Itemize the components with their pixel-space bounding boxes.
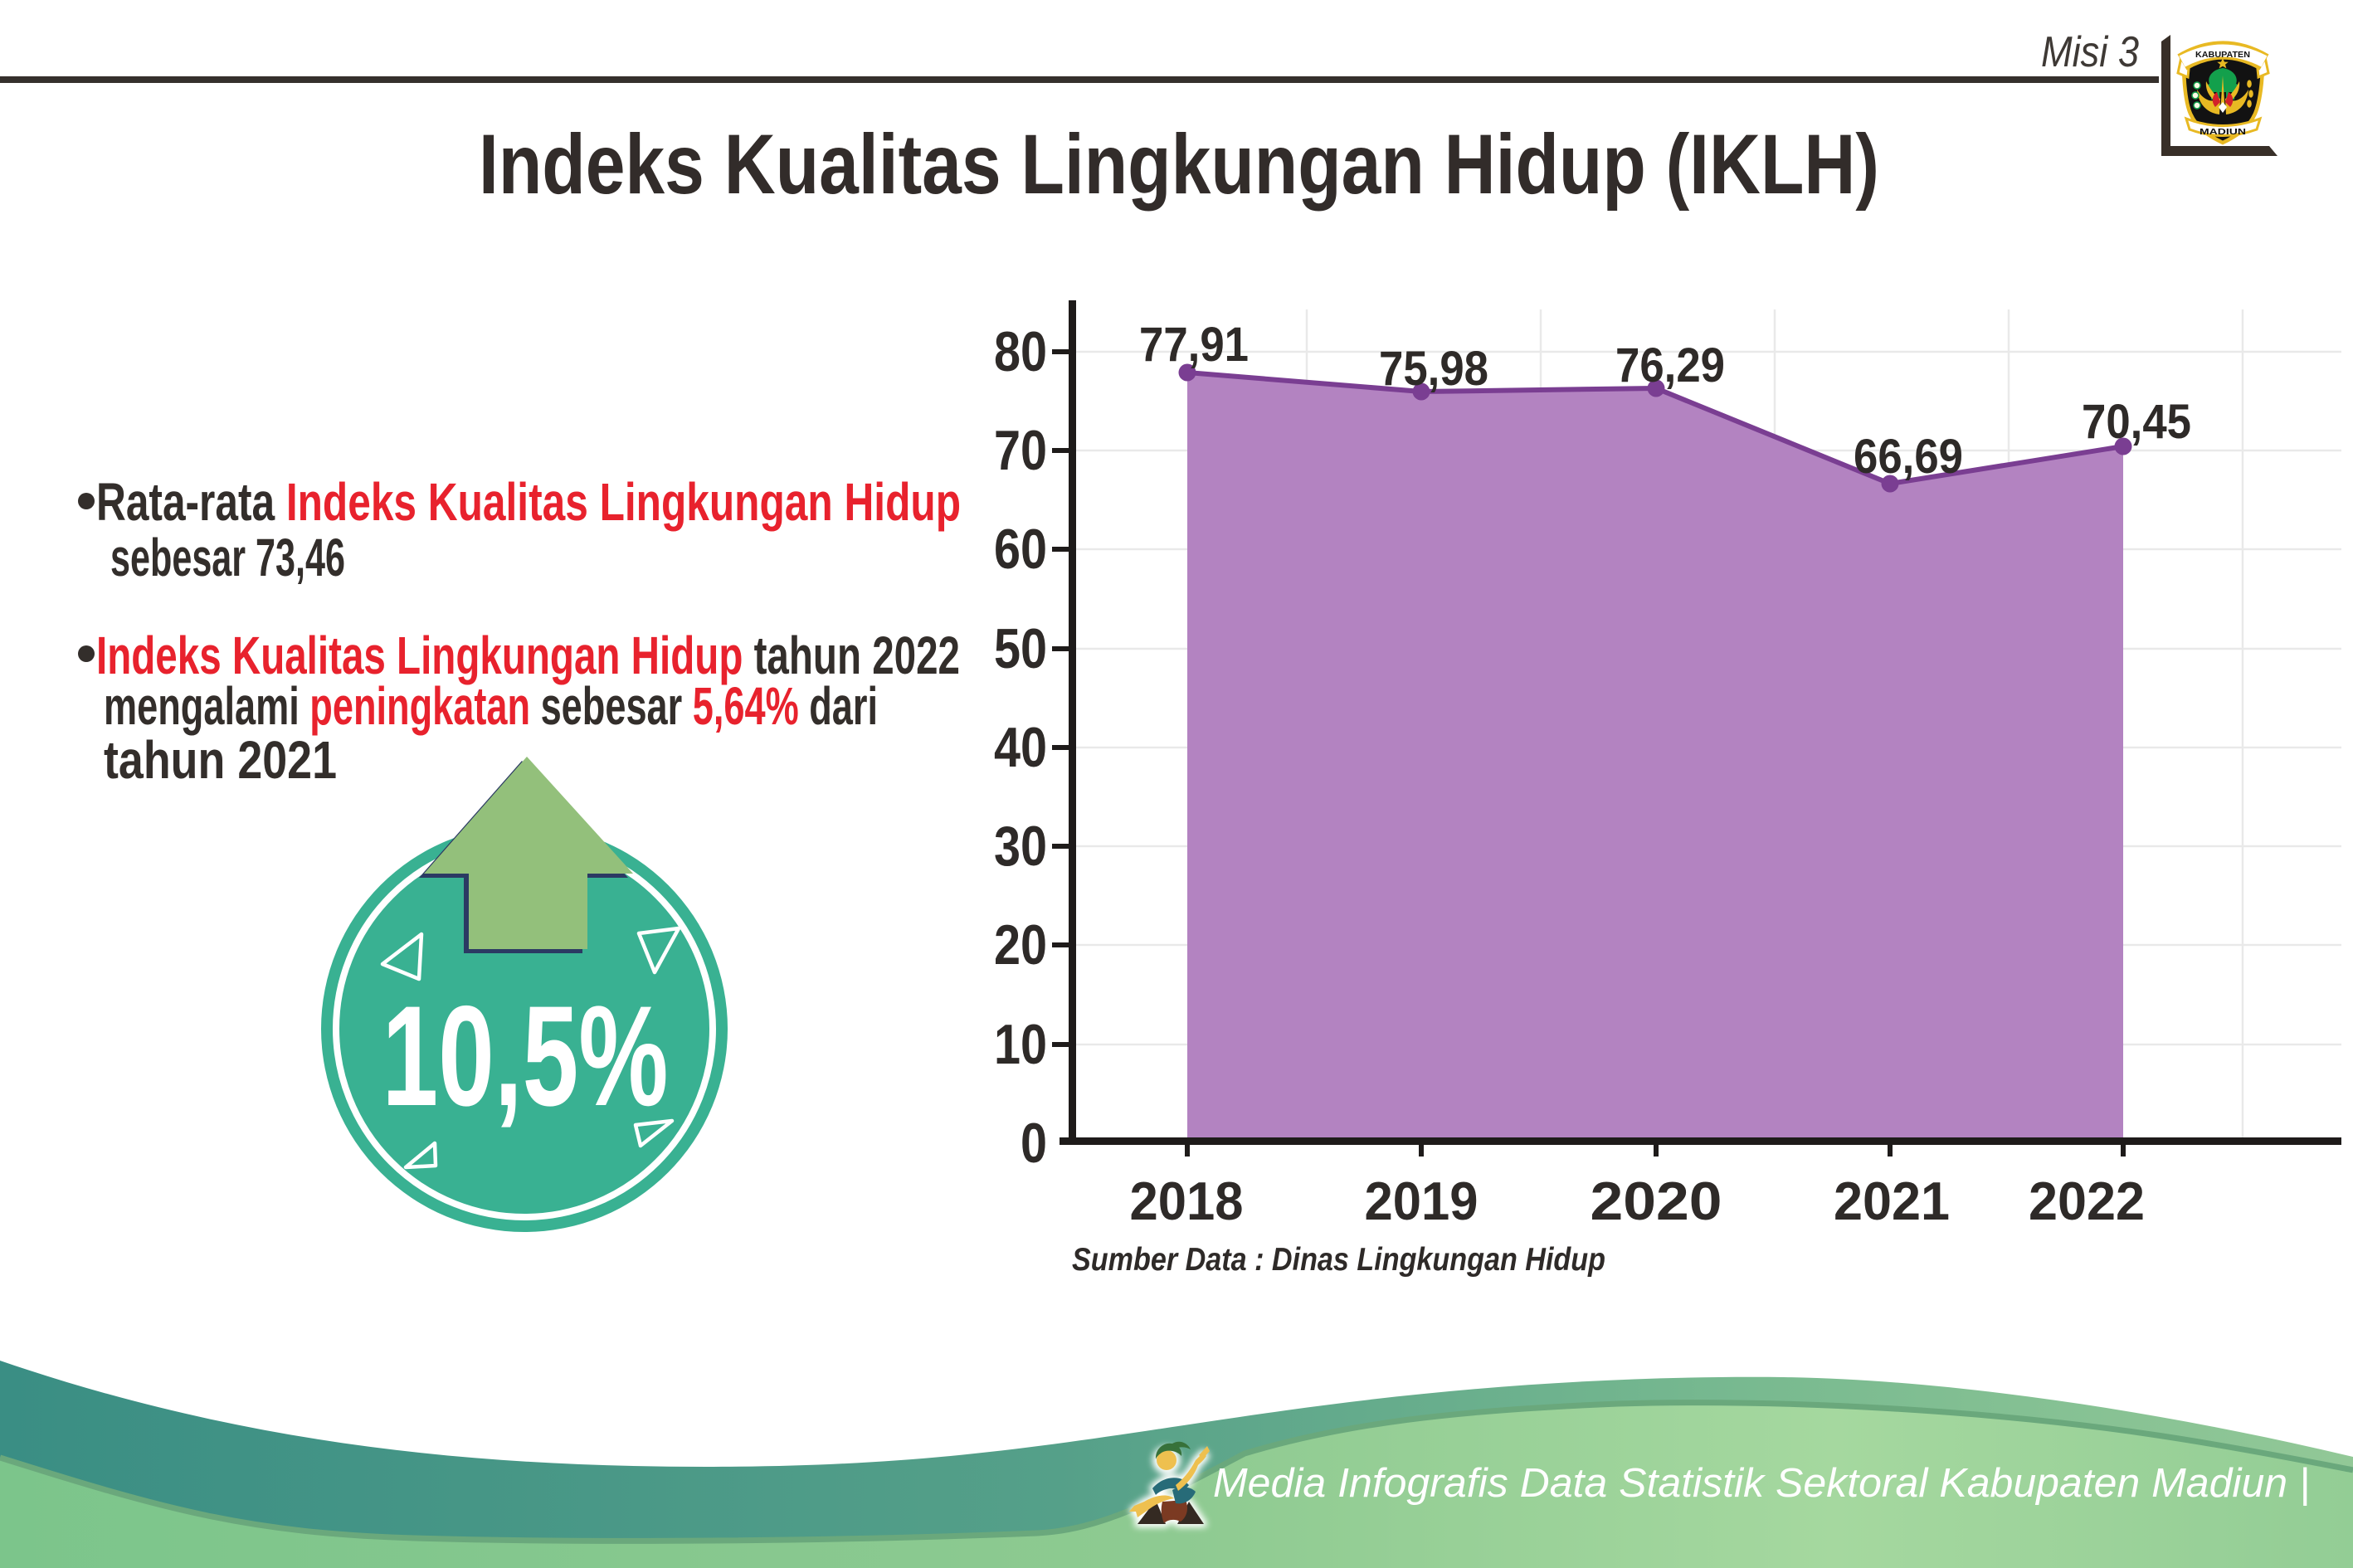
svg-text:Media Infografis Data Statisti: Media Infografis Data Statistik Sektoral…	[1213, 1461, 2310, 1506]
svg-text:mengalami peningkatan sebesar: mengalami peningkatan sebesar 5,64% dari	[104, 676, 878, 736]
svg-text:sebesar 73,46: sebesar 73,46	[110, 528, 345, 587]
svg-text:20: 20	[994, 913, 1047, 976]
svg-text:76,29: 76,29	[1615, 338, 1725, 392]
svg-text:Indeks Kualitas Lingkungan Hid: Indeks Kualitas Lingkungan Hidup tahun 2…	[96, 626, 960, 685]
svg-text:tahun 2021: tahun 2021	[104, 730, 337, 790]
svg-text:50: 50	[994, 617, 1047, 680]
svg-text:2020: 2020	[1591, 1171, 1722, 1231]
svg-text:Sumber Data : Dinas Lingkungan: Sumber Data : Dinas Lingkungan Hidup	[1072, 1242, 1605, 1278]
svg-text:40: 40	[994, 716, 1047, 779]
svg-text:Misi 3: Misi 3	[2041, 28, 2139, 76]
svg-text:2022: 2022	[2029, 1171, 2145, 1231]
svg-text:Indeks Kualitas Lingkungan Hid: Indeks Kualitas Lingkungan Hidup (IKLH)	[479, 117, 1879, 212]
svg-text:0: 0	[1021, 1112, 1047, 1175]
svg-text:66,69: 66,69	[1854, 430, 1963, 484]
svg-text:2018: 2018	[1130, 1171, 1244, 1231]
svg-text:KABUPATEN: KABUPATEN	[2195, 50, 2250, 60]
svg-text:70: 70	[994, 419, 1047, 482]
svg-text:30: 30	[994, 815, 1047, 878]
svg-text:10,5%: 10,5%	[382, 976, 669, 1136]
svg-text:10: 10	[994, 1013, 1047, 1076]
svg-text:MADIUN: MADIUN	[2200, 127, 2246, 137]
svg-text:70,45: 70,45	[2082, 395, 2191, 449]
svg-text:Rata-rata Indeks Kualitas Ling: Rata-rata Indeks Kualitas Lingkungan Hid…	[96, 472, 961, 532]
svg-text:2019: 2019	[1365, 1171, 1479, 1231]
svg-text:2021: 2021	[1834, 1171, 1950, 1231]
svg-text:75,98: 75,98	[1379, 342, 1488, 396]
svg-text:80: 80	[994, 320, 1047, 383]
svg-text:60: 60	[994, 518, 1047, 581]
svg-text:77,91: 77,91	[1139, 318, 1249, 372]
